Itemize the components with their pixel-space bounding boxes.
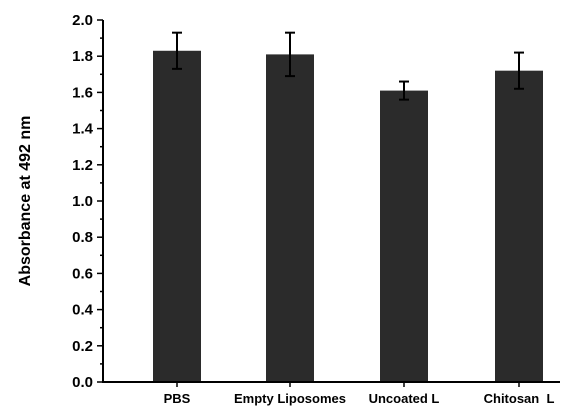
y-tick-labels: 0.0 0.2 0.4 0.6 0.8 1.0 1.2 1.4 1.6 1.8 2.0 (72, 12, 94, 391)
bar-0 (153, 50, 201, 383)
y-tick-label: 1.4 (72, 121, 94, 138)
y-axis-label: Absorbance at 492 nm (17, 116, 34, 287)
y-tick-label: 0.2 (72, 338, 93, 355)
x-tick-label: Chitosan L (484, 391, 555, 406)
error-bar-1 (285, 31, 295, 78)
error-bar-3 (514, 51, 524, 90)
x-tick-label: Empty Liposomes (234, 391, 346, 406)
y-tick-label: 0.6 (72, 265, 93, 282)
x-tick-label: Uncoated L (369, 391, 440, 406)
error-bars-group (172, 31, 524, 101)
bars-group (153, 50, 543, 383)
x-tick-labels: PBS Empty Liposomes Uncoated L Chitosan L (164, 391, 555, 406)
y-tick-label: 1.0 (72, 193, 93, 210)
y-tick-label: 1.8 (72, 48, 93, 65)
y-tick-label: 1.2 (72, 157, 93, 174)
error-bar-0 (172, 31, 182, 70)
y-tick-label: 2.0 (72, 12, 93, 29)
bar-2 (380, 90, 428, 382)
bar-1 (266, 54, 314, 382)
error-bar-2 (399, 80, 409, 101)
axes-group (97, 19, 560, 387)
x-tick-label: PBS (164, 391, 191, 406)
y-tick-label: 0.4 (72, 302, 94, 319)
y-tick-label: 0.0 (72, 374, 93, 391)
y-tick-label: 1.6 (72, 84, 93, 101)
bar-3 (495, 70, 543, 383)
y-tick-label: 0.8 (72, 229, 93, 246)
